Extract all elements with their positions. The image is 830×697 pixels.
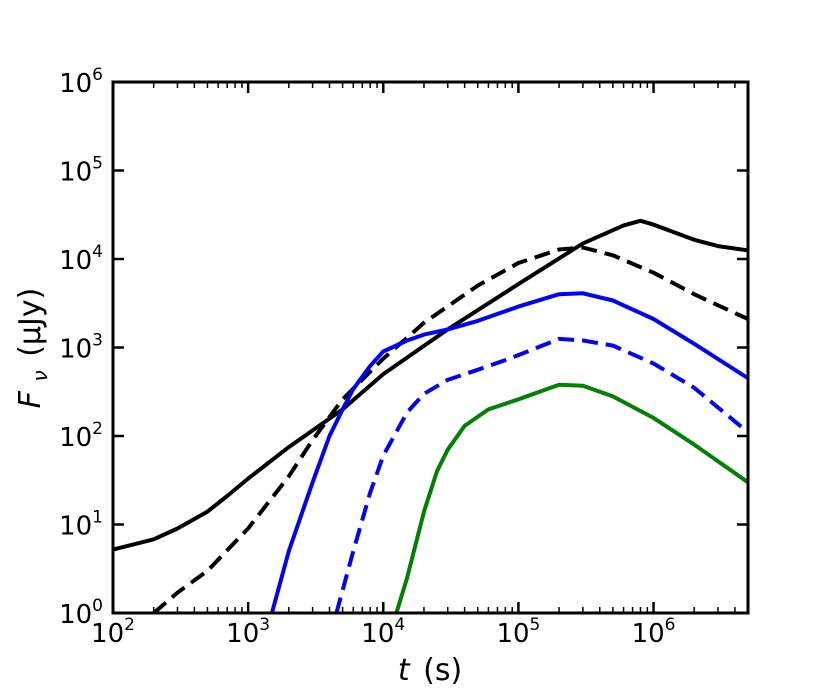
series-layer [113, 218, 748, 613]
series-line-green-solid [394, 382, 748, 613]
series-line-blue-dashed [334, 336, 748, 613]
y-tick-label: 106 [59, 65, 103, 99]
plot-frame [111, 80, 750, 615]
y-tick-label: 102 [59, 419, 103, 453]
y-tick-label: 101 [59, 508, 103, 542]
x-tick-label: 103 [226, 615, 270, 649]
x-tick-label: 105 [496, 615, 540, 649]
x-tick-label: 102 [91, 615, 135, 649]
x-tick-label: 104 [361, 615, 405, 649]
series-line-black-solid [113, 218, 748, 552]
series-line-black-dashed [152, 245, 748, 613]
x-tick-labels: 102 103 104 105 106 [91, 615, 675, 649]
y-axis-label: F ν (μJy) [13, 288, 55, 409]
y-tick-labels: 100 101 102 103 104 105 106 [59, 65, 103, 630]
y-tick-label: 100 [59, 596, 103, 630]
y-tick-label: 105 [59, 154, 103, 188]
y-tick-label: 104 [59, 242, 103, 276]
y-tick-label: 103 [59, 331, 103, 365]
series-line-blue-solid [269, 291, 748, 613]
x-tick-label: 106 [632, 615, 676, 649]
x-axis-label: t (s) [398, 653, 462, 688]
